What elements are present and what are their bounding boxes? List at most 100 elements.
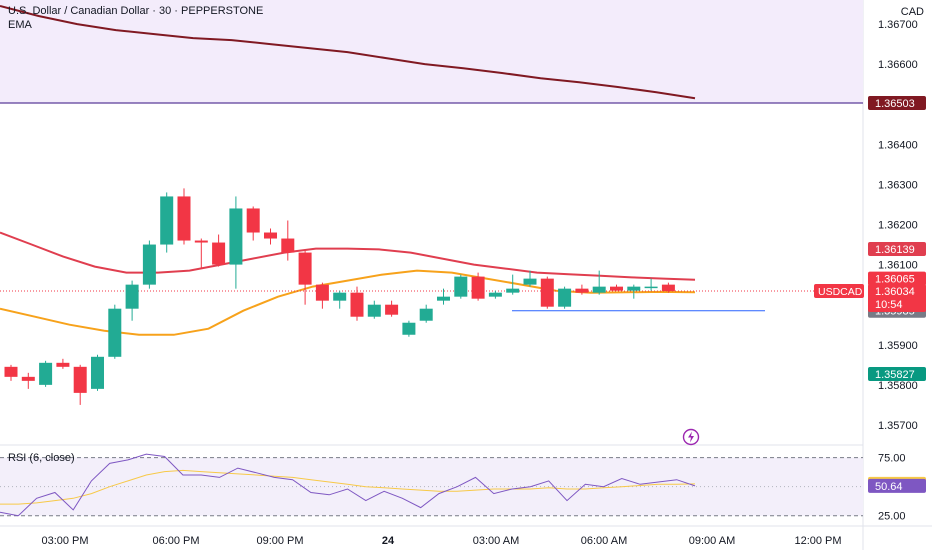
candle — [558, 286, 572, 309]
candle-body — [56, 362, 70, 367]
price-tag-bg — [868, 367, 926, 382]
ema-indicator-label[interactable]: EMA — [8, 19, 32, 31]
rsi-band — [0, 457, 863, 516]
candle-body — [523, 278, 537, 285]
candle-body — [402, 322, 416, 335]
candle — [402, 320, 416, 337]
candle-body — [177, 196, 191, 241]
price-tick-label: 1.36400 — [878, 139, 918, 151]
lightning-icon[interactable] — [682, 428, 700, 446]
candle — [177, 188, 191, 245]
countdown-text: 10:54 — [875, 299, 903, 311]
candle — [454, 274, 468, 299]
candle — [437, 288, 450, 305]
chart-title: U.S. Dollar / Canadian Dollar · 30 · PEP… — [8, 5, 264, 17]
candle — [488, 290, 502, 299]
price-tag: 1.36503 — [868, 96, 926, 111]
candle-body — [350, 292, 364, 317]
candle — [610, 284, 623, 291]
candle-body — [488, 292, 502, 297]
candle — [125, 280, 139, 321]
candle-body — [471, 276, 485, 299]
candle-body — [419, 308, 433, 321]
candle-body — [661, 284, 675, 292]
candle-body — [229, 208, 243, 265]
candle-body — [506, 288, 520, 293]
symbol-tag-text: USDCAD — [818, 286, 863, 298]
candle-body — [333, 292, 347, 301]
candle-body — [627, 286, 641, 291]
time-tick-label: 03:00 AM — [473, 535, 519, 547]
candle — [298, 250, 312, 305]
candle — [350, 286, 364, 321]
rsi-tick-label: 25.00 — [878, 511, 906, 523]
candle — [644, 278, 658, 291]
price-tag-bg — [868, 96, 926, 111]
time-tick-label: 06:00 AM — [581, 535, 627, 547]
candle — [592, 270, 606, 295]
price-tag-text: 1.36503 — [875, 98, 915, 110]
rsi-tick-label: 75.00 — [878, 453, 906, 465]
candle — [540, 276, 554, 309]
price-tick-label: 1.36300 — [878, 179, 918, 191]
candle — [575, 284, 589, 295]
candle-body — [91, 356, 104, 389]
rsi-ma-line — [0, 469, 696, 505]
currency-label: CAD — [900, 6, 924, 18]
candle-body — [281, 238, 295, 253]
candle-body — [125, 284, 139, 309]
price-tick-label: 1.35700 — [878, 420, 918, 432]
time-tick-label: 06:00 PM — [152, 535, 199, 547]
candle-body — [4, 366, 18, 377]
rsi-indicator-label[interactable]: RSI (6, close) — [8, 452, 75, 464]
price-tag: 1.35827 — [868, 367, 926, 382]
candle-body — [160, 196, 174, 245]
time-tick-label: 03:00 PM — [41, 535, 88, 547]
candle — [21, 372, 35, 389]
price-tick-label: 1.35800 — [878, 380, 918, 392]
last-price-text: 1.36034 — [875, 286, 915, 298]
candle — [91, 354, 104, 391]
candle-body — [298, 252, 312, 285]
candle-body — [108, 308, 122, 357]
candle-body — [437, 296, 450, 301]
candle-body — [454, 276, 468, 297]
rsi-tag: 50.64 — [868, 478, 926, 493]
candle — [73, 364, 87, 405]
candle-body — [21, 376, 35, 381]
candle — [385, 300, 399, 317]
rsi-line — [0, 453, 696, 517]
price-tick-label: 1.36200 — [878, 220, 918, 232]
candle-body — [610, 286, 623, 291]
candle-body — [246, 208, 260, 233]
candle-body — [558, 288, 572, 307]
resistance-zone — [0, 0, 863, 104]
price-tick-label: 1.36100 — [878, 260, 918, 272]
candle-body — [385, 304, 399, 315]
candle — [160, 192, 174, 253]
price-tag-bg — [868, 271, 926, 286]
price-tick-label: 1.35900 — [878, 340, 918, 352]
candle — [264, 228, 277, 245]
candle — [4, 364, 18, 381]
candle-body — [212, 242, 226, 265]
ema-fast-line — [0, 269, 696, 336]
candle — [229, 196, 243, 289]
candle — [142, 240, 156, 289]
rsi-tag-text: 50.64 — [875, 481, 903, 493]
candle — [367, 300, 381, 319]
candle-body — [644, 286, 658, 289]
candle — [281, 220, 295, 261]
symbol-tag-bg — [814, 284, 864, 299]
candle-body — [39, 362, 53, 385]
candle-body — [73, 366, 87, 393]
candle — [506, 274, 520, 295]
candle — [315, 282, 329, 309]
price-tag-text: 1.36139 — [875, 244, 915, 256]
time-tick-label: 24 — [382, 535, 395, 547]
candle — [333, 290, 347, 309]
price-tag: 1.36065 — [868, 271, 926, 286]
